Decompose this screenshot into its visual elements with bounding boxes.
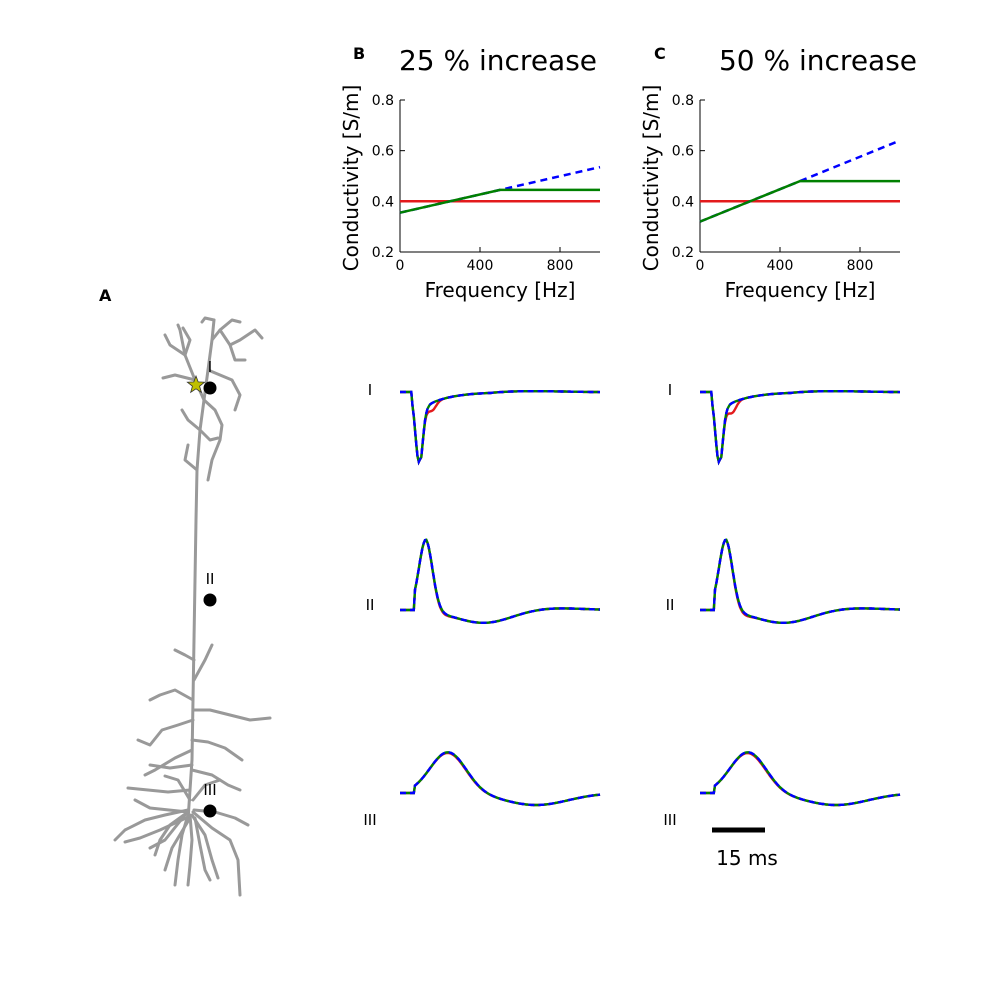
basal-branch <box>123 816 188 844</box>
apical-branch <box>206 368 242 412</box>
series-line <box>699 179 900 223</box>
oblique-branch <box>126 786 192 794</box>
oblique-branch <box>148 688 195 702</box>
oblique-branch <box>173 648 196 662</box>
x-tick-label: 0 <box>396 258 405 274</box>
trace-line <box>700 390 900 466</box>
trace-line <box>400 390 600 466</box>
oblique-branch <box>192 643 214 682</box>
basal-branch <box>191 810 242 897</box>
trace-line <box>400 538 600 624</box>
trace-line <box>700 751 901 807</box>
chart-title: 25 % increase <box>399 44 597 77</box>
y-tick-label: 0.2 <box>672 245 694 261</box>
trace-line <box>700 538 900 624</box>
trace-row-ii-label: II <box>366 596 375 614</box>
trace-row-i-label: I <box>668 381 672 399</box>
x-axis-label: Frequency [Hz] <box>725 278 876 302</box>
stimulus-star-icon <box>186 374 206 394</box>
basal-branch <box>192 808 250 827</box>
trace-line <box>700 390 900 466</box>
y-tick-label: 0.2 <box>372 245 394 261</box>
y-tick-label: 0.6 <box>372 144 394 160</box>
oblique-branch <box>143 748 194 777</box>
x-tick-label: 400 <box>767 258 794 274</box>
trace-line <box>400 751 601 807</box>
basal-branch <box>163 774 192 802</box>
apical-branch <box>210 318 242 342</box>
panel-label-c: C <box>654 44 666 63</box>
apical-branch <box>163 333 187 357</box>
y-axis-label: Conductivity [S/m] <box>639 85 663 272</box>
trace-line <box>400 751 601 807</box>
basal-branch <box>193 816 212 882</box>
trace-row-ii-label: II <box>666 596 675 614</box>
recording-site-label: I <box>208 358 212 376</box>
y-tick-label: 0.8 <box>372 93 394 109</box>
trace-line <box>700 751 901 807</box>
trace-row-iii-label: III <box>363 811 376 829</box>
trace-line <box>400 390 600 466</box>
chart-title: 50 % increase <box>719 44 917 77</box>
conductivity-charts: 25 % increase 0.2 0.4 0.6 0.8 0 400 800 Frequenc… <box>339 44 917 302</box>
basal-branch <box>133 798 190 814</box>
x-tick-label: 400 <box>467 258 494 274</box>
basal-branch <box>113 808 190 842</box>
x-tick-label: 800 <box>847 258 874 274</box>
apical-branch <box>218 328 264 347</box>
y-tick-label: 0.8 <box>672 93 694 109</box>
y-tick-label: 0.4 <box>672 194 694 210</box>
y-tick-label: 0.6 <box>672 144 694 160</box>
series-line <box>399 188 600 214</box>
recording-site-label: III <box>203 781 216 799</box>
trace-row-i-label: I <box>368 381 372 399</box>
x-tick-label: 800 <box>547 258 574 274</box>
trace-line <box>400 751 601 807</box>
chart-c: 50 % increase 0.2 0.4 0.6 0.8 0 400 800 Frequenc… <box>639 44 917 302</box>
scale-bar-label: 15 ms <box>716 846 778 870</box>
panel-label-b: B <box>353 44 365 63</box>
apical-branch <box>200 316 216 324</box>
neuron-morphology <box>113 316 272 897</box>
apical-branch <box>202 398 224 482</box>
basal-branch <box>153 810 190 857</box>
apical-branch <box>183 443 199 472</box>
trace-row-iii-label: III <box>663 811 676 829</box>
recording-site-dot <box>203 593 217 607</box>
basal-branch <box>163 816 192 872</box>
trace-line <box>400 538 600 624</box>
basal-branch <box>190 813 220 880</box>
panel-label-a: A <box>99 286 112 305</box>
trace-line <box>700 538 900 624</box>
basal-branch <box>186 813 194 887</box>
oblique-branch <box>148 763 194 770</box>
apical-branch <box>181 326 192 357</box>
recording-site-label: II <box>206 570 215 588</box>
recording-site-dot <box>203 804 217 818</box>
oblique-branch <box>191 708 272 722</box>
oblique-branch <box>190 738 244 762</box>
apical-branch <box>180 408 202 432</box>
apical-branch <box>228 343 247 362</box>
chart-b: 25 % increase 0.2 0.4 0.6 0.8 0 400 800 Frequenc… <box>339 44 601 302</box>
basal-branch <box>191 778 222 802</box>
y-tick-label: 0.4 <box>372 194 394 210</box>
trace-line <box>700 390 900 466</box>
apical-branch <box>198 428 220 442</box>
trace-line <box>400 390 600 466</box>
apical-branch <box>161 373 197 382</box>
recording-site-dot <box>203 381 217 395</box>
trace-line <box>700 751 901 807</box>
x-tick-label: 0 <box>696 258 705 274</box>
oblique-branch <box>136 718 195 747</box>
x-axis-label: Frequency [Hz] <box>425 278 576 302</box>
y-axis-label: Conductivity [S/m] <box>339 85 363 272</box>
basal-branch <box>148 813 187 850</box>
